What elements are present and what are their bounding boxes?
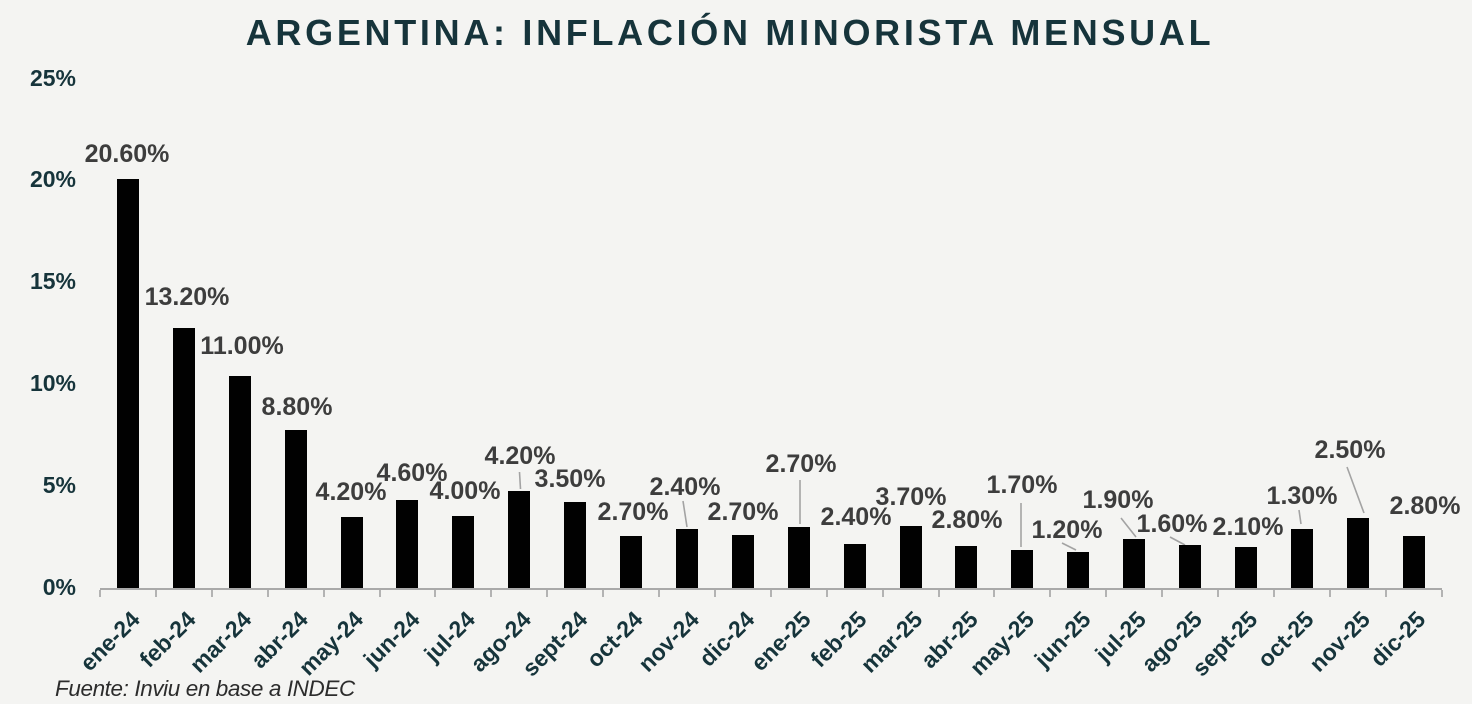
bar-may-24 xyxy=(340,516,363,588)
x-axis-tick xyxy=(825,590,828,597)
x-axis-tick xyxy=(434,590,437,597)
bar-may-25 xyxy=(1011,550,1034,588)
x-axis-tick xyxy=(378,590,381,597)
x-axis-tick xyxy=(769,590,772,597)
x-axis-label-nov-25: nov-25 xyxy=(1303,605,1375,677)
y-axis-label-20: 20% xyxy=(29,166,76,193)
bar-nov-24 xyxy=(675,528,698,588)
x-axis-label-mar-24: mar-24 xyxy=(184,605,257,678)
bar-oct-25 xyxy=(1290,528,1313,588)
x-axis-label-ene-25: ene-25 xyxy=(745,605,816,676)
leader-line-ago-25 xyxy=(1169,536,1186,546)
leader-line-jul-25 xyxy=(1120,517,1137,538)
bar-ene-24 xyxy=(116,178,139,588)
source-note: Fuente: Inviu en base a INDEC xyxy=(55,676,355,701)
bar-jun-25 xyxy=(1067,552,1090,588)
bar-sept-25 xyxy=(1234,547,1257,588)
bar-value-label-ago-24: 4.20% xyxy=(484,441,556,470)
bar-value-label-dic-25: 2.80% xyxy=(1389,491,1461,520)
x-axis-label-mar-25: mar-25 xyxy=(855,605,928,678)
leader-line-nov-25 xyxy=(1346,466,1365,514)
bar-value-label-ene-24: 20.60% xyxy=(84,139,170,168)
bar-value-label-abr-25: 2.80% xyxy=(931,505,1003,534)
leader-line-oct-25 xyxy=(1298,509,1302,525)
y-axis-label-0: 0% xyxy=(42,573,76,600)
x-axis-tick xyxy=(1161,590,1164,597)
x-axis-tick xyxy=(602,590,605,597)
bar-jul-24 xyxy=(452,515,475,588)
bar-jul-25 xyxy=(1123,539,1146,588)
bar-dic-24 xyxy=(731,535,754,588)
bar-value-label-may-25: 1.70% xyxy=(986,470,1058,499)
x-axis-tick xyxy=(881,590,884,597)
bar-feb-24 xyxy=(172,328,195,588)
bar-ene-25 xyxy=(787,526,810,588)
bar-value-label-abr-24: 8.80% xyxy=(261,392,333,421)
bar-value-label-jul-25: 1.90% xyxy=(1082,485,1154,514)
bar-sept-24 xyxy=(564,502,587,588)
x-axis-label-dic-25: dic-25 xyxy=(1365,605,1431,672)
bar-value-label-feb-24: 13.20% xyxy=(144,282,230,311)
bar-mar-25 xyxy=(899,525,922,588)
leader-line-ago-24 xyxy=(518,471,522,490)
bar-value-label-jun-25: 1.20% xyxy=(1031,515,1103,544)
bar-value-label-mar-25: 3.70% xyxy=(875,482,947,511)
bar-jun-24 xyxy=(396,500,419,588)
x-axis-tick xyxy=(1217,590,1219,597)
x-axis-tick xyxy=(937,590,940,597)
y-axis-label-5: 5% xyxy=(42,471,76,498)
y-axis-label-15: 15% xyxy=(29,268,76,295)
x-axis-tick xyxy=(266,590,269,597)
x-axis-label-jun-24: jun-24 xyxy=(358,605,425,673)
x-axis-tick xyxy=(322,590,325,597)
x-axis-line xyxy=(100,588,1442,590)
bar-value-label-oct-24: 2.70% xyxy=(597,497,669,526)
bar-dic-25 xyxy=(1402,536,1425,588)
bar-value-label-nov-24: 2.40% xyxy=(649,472,721,501)
x-axis-tick xyxy=(1384,590,1387,597)
x-axis-tick xyxy=(1049,590,1052,597)
x-axis-tick xyxy=(713,590,716,597)
bar-value-label-may-24: 4.20% xyxy=(315,477,387,506)
bar-value-label-feb-25: 2.40% xyxy=(820,502,892,531)
bar-value-label-sept-25: 2.10% xyxy=(1212,512,1284,541)
x-axis-tick xyxy=(99,590,101,597)
bar-value-label-mar-24: 11.00% xyxy=(200,331,284,360)
bar-value-label-nov-25: 2.50% xyxy=(1314,435,1386,464)
bar-ago-25 xyxy=(1179,545,1202,588)
y-axis-label-10: 10% xyxy=(29,369,76,396)
bar-abr-24 xyxy=(284,430,307,588)
bar-mar-24 xyxy=(228,376,251,588)
chart-title: ARGENTINA: INFLACIÓN MINORISTA MENSUAL xyxy=(245,12,1215,53)
bar-value-label-ene-25: 2.70% xyxy=(765,449,837,478)
x-axis-label-nov-24: nov-24 xyxy=(632,605,704,677)
x-axis-tick xyxy=(1328,590,1331,597)
bar-oct-24 xyxy=(620,536,643,588)
leader-line-nov-24 xyxy=(682,500,688,528)
x-axis-tick xyxy=(1440,590,1443,597)
x-axis-tick xyxy=(546,590,549,597)
y-axis-label-25: 25% xyxy=(29,64,76,91)
x-axis-tick xyxy=(154,590,157,597)
bar-value-label-jun-24: 4.60% xyxy=(376,458,448,487)
bar-ago-24 xyxy=(508,491,531,588)
x-axis-tick xyxy=(490,590,493,597)
x-axis-tick xyxy=(658,590,660,597)
leader-line-jun-25 xyxy=(1061,542,1077,551)
bar-value-label-ago-25: 1.60% xyxy=(1136,509,1208,538)
bar-value-label-sept-24: 3.50% xyxy=(534,464,606,493)
x-axis-tick xyxy=(993,590,996,597)
x-axis-label-jun-25: jun-25 xyxy=(1028,605,1096,673)
x-axis-tick xyxy=(210,590,213,597)
bar-nov-25 xyxy=(1346,517,1369,588)
bar-value-label-jul-24: 4.00% xyxy=(429,476,501,505)
x-axis-tick xyxy=(1105,590,1108,597)
bar-value-label-oct-25: 1.30% xyxy=(1266,481,1338,510)
bar-abr-25 xyxy=(955,546,978,588)
x-axis-label-ene-24: ene-24 xyxy=(74,605,145,676)
x-axis-tick xyxy=(1272,590,1275,597)
bar-value-label-dic-24: 2.70% xyxy=(707,497,779,526)
bar-feb-25 xyxy=(843,544,866,588)
